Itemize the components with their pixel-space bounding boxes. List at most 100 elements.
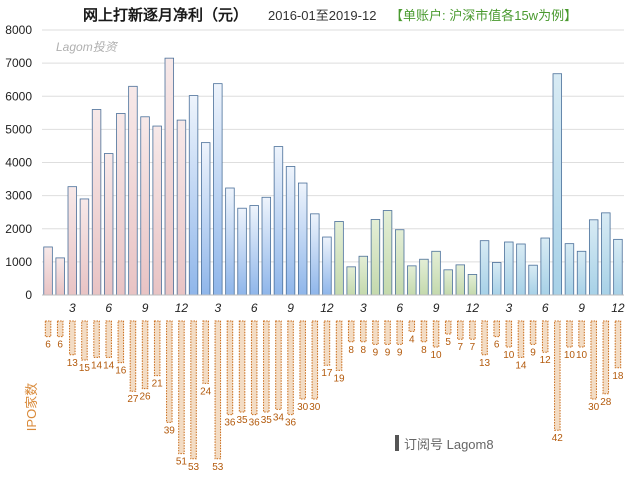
ipo-count-label: 10	[430, 350, 442, 361]
profit-bar	[67, 186, 78, 296]
ipo-bar	[44, 320, 52, 338]
profit-bar	[467, 274, 478, 296]
profit-bar	[176, 119, 187, 296]
y-tick-label: 4000	[5, 156, 32, 170]
profit-bar	[540, 237, 550, 296]
ipo-count-label: 9	[385, 347, 391, 358]
ipo-count-label: 7	[470, 342, 476, 353]
ipo-bar	[311, 320, 319, 400]
profit-bar	[91, 109, 102, 296]
ipo-count-label: 42	[552, 433, 564, 444]
ipo-count-label: 53	[188, 462, 200, 473]
profit-bar	[443, 269, 453, 296]
x-tick-label: 9	[578, 301, 585, 315]
ipo-bar	[481, 320, 488, 356]
ipo-count-label: 21	[152, 379, 164, 390]
ipo-bar	[432, 320, 440, 348]
ipo-bar	[105, 320, 112, 358]
profit-bar	[322, 236, 332, 296]
y-tick-label: 2000	[5, 222, 32, 236]
profit-bar	[419, 258, 429, 296]
ipo-count-label: 8	[421, 345, 427, 356]
ipo-bar	[69, 320, 76, 356]
x-tick-label: 3	[69, 301, 76, 315]
ipo-count-label: 5	[445, 337, 451, 348]
profit-bar	[431, 250, 441, 296]
ipo-count-label: 14	[91, 360, 103, 371]
x-tick-label: 3	[505, 301, 512, 315]
ipo-count-label: 8	[348, 345, 354, 356]
profit-bar	[225, 187, 235, 296]
ipo-count-label: 19	[333, 373, 345, 384]
profit-bars	[43, 57, 623, 296]
ipo-bar	[384, 320, 391, 345]
ipo-bar	[299, 320, 306, 400]
ipo-bar	[614, 320, 622, 369]
ipo-count-label: 36	[249, 418, 261, 429]
y-tick-label: 3000	[5, 189, 32, 203]
ipo-count-label: 9	[530, 347, 536, 358]
profit-bar	[504, 241, 514, 296]
profit-bar	[394, 229, 405, 296]
profit-bar	[358, 255, 369, 296]
profit-bar	[588, 219, 599, 296]
watermark: Lagom投资	[56, 40, 119, 54]
footer-text: 订阅号 Lagom8	[404, 437, 494, 452]
ipo-count-label: 7	[458, 342, 464, 353]
ipo-count-label: 24	[200, 386, 212, 397]
y-axis-ticks: 0 1000 2000 3000 4000 5000 6000 7000 8000	[5, 23, 32, 302]
ipo-bar	[117, 320, 125, 364]
ipo-count-label: 12	[540, 355, 552, 366]
ipo-bar	[202, 320, 209, 384]
x-axis-ticks: 3 6 9 12 3 6 9 12 3 6 9 12 3 6 9 12	[69, 301, 625, 315]
profit-bar	[346, 266, 356, 296]
profit-bar	[285, 166, 296, 296]
ipo-bar	[153, 320, 161, 377]
ipo-bar	[396, 320, 403, 345]
profit-bar	[382, 210, 393, 296]
profit-bar	[200, 142, 211, 296]
ipo-bar	[444, 320, 452, 335]
ipo-count-label: 35	[236, 415, 248, 426]
ipo-axis-label: IPO家数	[24, 383, 39, 431]
ipo-bar	[590, 320, 597, 400]
ipo-count-label: 4	[409, 334, 415, 345]
ipo-count-label: 28	[600, 397, 612, 408]
profit-bar	[407, 265, 417, 296]
ipo-bar	[493, 320, 500, 338]
ipo-count-label: 6	[45, 340, 51, 351]
ipo-count-label: 18	[612, 371, 624, 382]
profit-bar	[79, 198, 90, 296]
ipo-count-label: 30	[297, 402, 309, 413]
ipo-count-label: 13	[479, 358, 491, 369]
ipo-count-label: 6	[57, 340, 63, 351]
ipo-bar	[263, 320, 270, 413]
ipo-count-label: 26	[139, 392, 151, 403]
x-tick-label: 6	[105, 301, 112, 315]
ipo-bar	[287, 320, 294, 416]
x-tick-label: 12	[611, 301, 625, 315]
ipo-count-label: 15	[79, 363, 91, 374]
profit-bar	[528, 264, 538, 296]
profit-bar	[516, 243, 526, 296]
x-tick-label: 9	[433, 301, 440, 315]
chart-note: 【单账户: 沪深市值各15w为例】	[390, 8, 577, 23]
ipo-bar	[408, 320, 416, 332]
ipo-bar	[566, 320, 573, 348]
ipo-count-label: 14	[515, 360, 527, 371]
ipo-bar	[178, 320, 185, 455]
profit-bar	[261, 196, 272, 296]
ipo-bar	[457, 320, 464, 340]
profit-bar	[213, 83, 223, 296]
ipo-bar	[541, 320, 549, 353]
y-tick-label: 6000	[5, 89, 32, 103]
ipo-count-label: 27	[127, 394, 139, 405]
ipo-bar	[56, 320, 64, 338]
ipo-bar	[226, 320, 234, 416]
ipo-count-label: 30	[309, 402, 321, 413]
profit-bar	[455, 264, 466, 296]
ipo-bar	[517, 320, 525, 358]
profit-bar	[55, 257, 65, 296]
